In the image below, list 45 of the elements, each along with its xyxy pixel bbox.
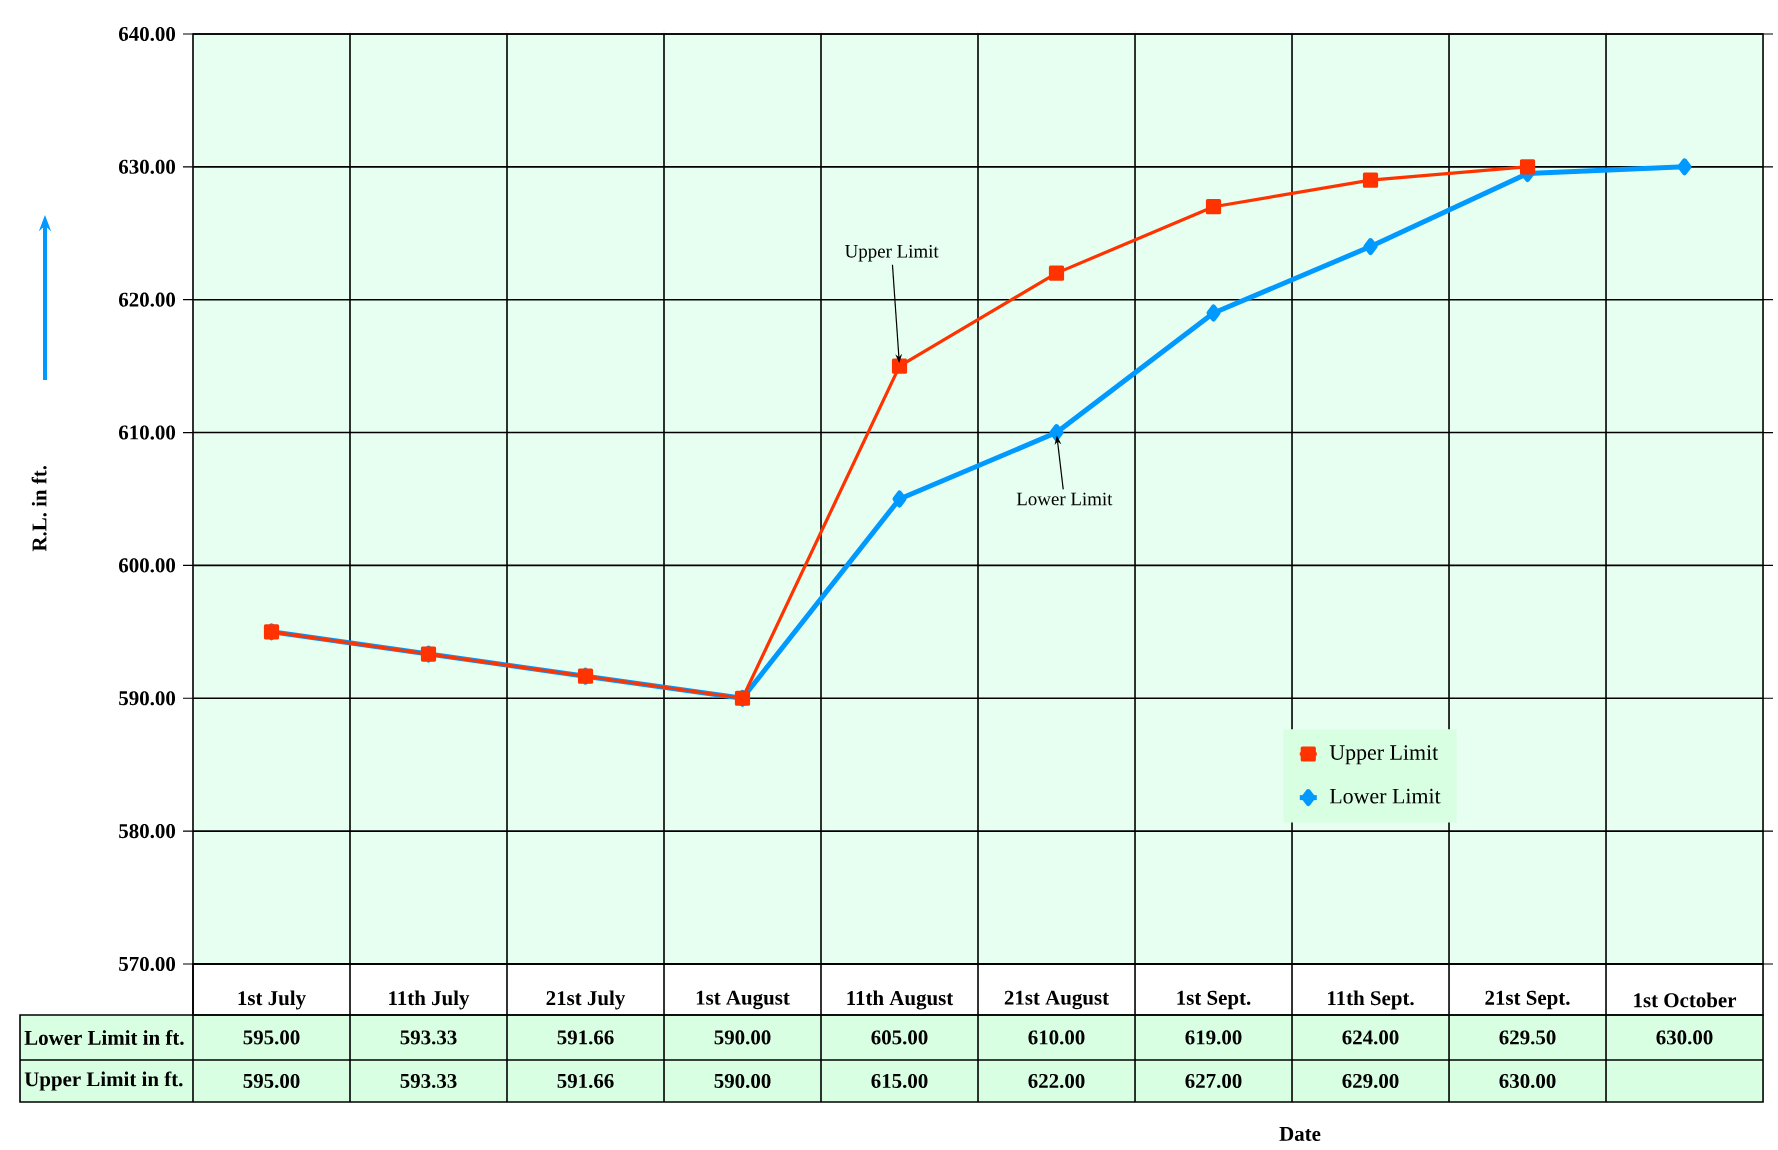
data-label: 629.50 (1499, 1030, 1556, 1045)
data-label: 595.00 (243, 1030, 300, 1045)
text: Date (1279, 1127, 1321, 1141)
data-label: 605.00 (871, 1030, 928, 1045)
x-tick-label: 11th Sept. (1328, 990, 1414, 1010)
data-label: 593.33 (400, 1030, 457, 1045)
x-tick-label: 11th July (389, 990, 470, 1010)
text: Lower Limit in ft. (24, 1029, 184, 1045)
x-tick-label: 1st October (1634, 992, 1737, 1008)
data-label: 591.66 (557, 1030, 614, 1045)
data-label: 615.00 (871, 1073, 928, 1089)
legend-label: Lower Limit (1329, 788, 1441, 804)
y-tick-label: 590.00 (119, 691, 176, 706)
y-tick-label: 570.00 (119, 956, 176, 972)
annotation: Lower Limit (1016, 492, 1113, 506)
x-tick-label: 1st August (696, 990, 790, 1010)
annotation: Upper Limit (845, 244, 939, 262)
x-tick-label: 21st July (546, 990, 626, 1010)
x-tick-label: 21st August (1004, 990, 1109, 1010)
x-tick-label: 11th August (847, 990, 954, 1010)
data-label: 630.00 (1499, 1073, 1556, 1089)
data-label: 624.00 (1342, 1030, 1399, 1045)
legend-label: Upper Limit (1329, 745, 1439, 765)
y-tick-label: 640.00 (119, 26, 176, 42)
data-label: 630.00 (1656, 1030, 1713, 1045)
data-label: 622.00 (1028, 1073, 1085, 1089)
data-label: 629.00 (1342, 1073, 1399, 1089)
y-tick-label: 620.00 (119, 292, 176, 307)
data-label: 619.00 (1185, 1030, 1242, 1045)
x-tick-label: 21st Sept. (1485, 990, 1570, 1010)
data-label: 627.00 (1185, 1073, 1242, 1089)
data-label: 595.00 (243, 1073, 300, 1089)
x-tick-label: 1st July (238, 990, 306, 1010)
y-tick-label: 580.00 (119, 824, 176, 839)
x-tick-label: 1st Sept. (1177, 990, 1251, 1010)
y-tick-label: 610.00 (119, 425, 176, 440)
data-label: 590.00 (714, 1030, 771, 1045)
text: Upper Limit in ft. (24, 1071, 183, 1091)
data-label: 590.00 (714, 1073, 771, 1089)
y-tick-label: 630.00 (119, 159, 176, 174)
data-label: 593.33 (400, 1073, 457, 1089)
y-tick-label: 600.00 (119, 558, 176, 573)
data-label: 610.00 (1028, 1030, 1085, 1045)
data-label: 591.66 (557, 1073, 614, 1089)
y-axis-title: R.L. in ft. (31, 465, 47, 552)
